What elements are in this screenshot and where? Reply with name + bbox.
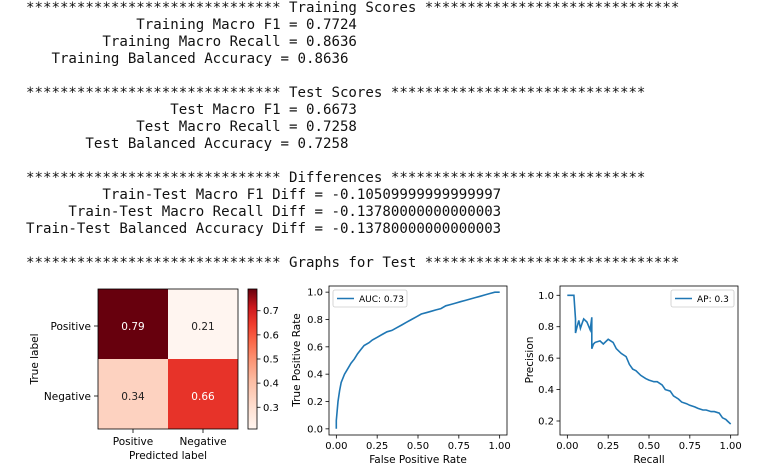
training-macro-recall: Training Macro Recall = 0.8636	[26, 34, 357, 50]
x-tick-label: 0.50	[407, 441, 429, 452]
pr-legend: AP: 0.3	[670, 289, 735, 308]
roc-ylabel: True Positive Rate	[291, 313, 303, 408]
y-tick-label: 0.2	[538, 416, 554, 427]
confusion-matrix: 0.79 0.21 0.34 0.66 Positive Negative Po…	[29, 288, 279, 462]
diff-macro-recall: Train-Test Macro Recall Diff = -0.137800…	[26, 204, 502, 220]
cm-row-label: Positive	[51, 321, 91, 333]
cm-col-label: Positive	[113, 436, 153, 448]
graphs-header: ****************************** Graphs fo…	[26, 255, 680, 271]
pr-legend-label: AP: 0.3	[697, 295, 729, 305]
cm-row-label: Negative	[44, 391, 91, 403]
x-tick-label: 0.50	[638, 441, 660, 452]
roc-curve-plot: 0.00 0.25 0.50 0.75 1.00 0.0 0.2 0.4 0.6 0.8 1.0 A…	[291, 285, 511, 466]
pr-series-line	[567, 294, 732, 425]
blank-line	[26, 68, 679, 85]
pr-xlabel: Recall	[633, 454, 664, 466]
x-tick-label: 1.00	[489, 441, 511, 452]
roc-xlabel: False Positive Rate	[369, 454, 467, 466]
cm-col-label: Negative	[179, 436, 226, 448]
test-macro-recall: Test Macro Recall = 0.7258	[26, 119, 357, 135]
pr-legend-box	[670, 289, 735, 308]
metrics-output: ****************************** Training …	[26, 0, 679, 272]
blank-line	[26, 238, 679, 255]
y-tick-label: 0.2	[307, 397, 323, 408]
precision-recall-plot: 0.00 0.25 0.50 0.75 1.00 0.2 0.4 0.6 0.8 1.0 AP: …	[524, 285, 742, 466]
test-macro-f1: Test Macro F1 = 0.6673	[26, 102, 357, 118]
y-tick-label: 0.8	[307, 315, 323, 326]
cm-frame	[97, 288, 239, 430]
pr-ticks: 0.00 0.25 0.50 0.75 1.00 0.2 0.4 0.6 0.8 1.0	[538, 291, 742, 452]
x-tick-label: 0.25	[366, 441, 388, 452]
colorbar-tick-label: 0.7	[263, 306, 279, 317]
roc-legend-box	[332, 289, 408, 308]
x-tick-label: 1.00	[720, 441, 742, 452]
colorbar	[247, 288, 258, 430]
test-balanced-accuracy: Test Balanced Accuracy = 0.7258	[26, 136, 349, 152]
test-graphs-figure: 0.79 0.21 0.34 0.66 Positive Negative Po…	[29, 285, 742, 466]
x-tick-label: 0.75	[448, 441, 470, 452]
roc-axes	[328, 285, 508, 436]
colorbar-tick-label: 0.5	[263, 355, 279, 366]
roc-series-line	[335, 291, 500, 429]
differences-header: ****************************** Differenc…	[26, 170, 646, 186]
y-tick-label: 0.4	[538, 385, 554, 396]
cm-cell	[98, 289, 168, 359]
cm-cell	[168, 289, 238, 359]
roc-legend-label: AUC: 0.73	[359, 295, 404, 305]
roc-legend: AUC: 0.73	[332, 289, 408, 308]
cm-cell	[98, 359, 168, 429]
y-tick-label: 1.0	[538, 291, 554, 302]
cm-ylabel: True label	[29, 333, 41, 385]
x-tick-label: 0.00	[556, 441, 578, 452]
colorbar-tick-label: 0.6	[263, 330, 279, 341]
y-tick-label: 0.6	[538, 354, 554, 365]
cm-xlabel: Predicted label	[129, 450, 207, 462]
pr-axes	[559, 285, 739, 436]
pr-ylabel: Precision	[524, 337, 536, 384]
training-balanced-accuracy: Training Balanced Accuracy = 0.8636	[26, 51, 349, 67]
colorbar-ticks: 0.3 0.4 0.5 0.6 0.7	[257, 306, 279, 414]
y-tick-label: 0.8	[538, 322, 554, 333]
training-scores-header: ****************************** Training …	[26, 0, 680, 16]
colorbar-tick-label: 0.4	[263, 379, 279, 390]
cm-cell	[168, 359, 238, 429]
training-macro-f1: Training Macro F1 = 0.7724	[26, 17, 357, 33]
y-tick-label: 0.6	[307, 342, 323, 353]
test-scores-header: ****************************** Test Scor…	[26, 85, 646, 101]
cm-cell-label: 0.79	[121, 321, 144, 333]
x-tick-label: 0.00	[325, 441, 347, 452]
x-tick-label: 0.25	[597, 441, 619, 452]
y-tick-label: 0.0	[307, 424, 323, 435]
diff-macro-f1: Train-Test Macro F1 Diff = -0.1050999999…	[26, 187, 502, 203]
diff-balanced-accuracy: Train-Test Balanced Accuracy Diff = -0.1…	[26, 221, 502, 237]
y-tick-label: 0.4	[307, 370, 323, 381]
roc-ticks: 0.00 0.25 0.50 0.75 1.00 0.0 0.2 0.4 0.6 0.8 1.0	[307, 288, 511, 452]
cm-cell-label: 0.34	[121, 391, 145, 403]
blank-line	[26, 153, 679, 170]
cm-cell-label: 0.21	[191, 321, 214, 333]
x-tick-label: 0.75	[679, 441, 701, 452]
colorbar-tick-label: 0.3	[263, 403, 279, 414]
cm-cell-label: 0.66	[191, 391, 215, 403]
y-tick-label: 1.0	[307, 288, 323, 299]
